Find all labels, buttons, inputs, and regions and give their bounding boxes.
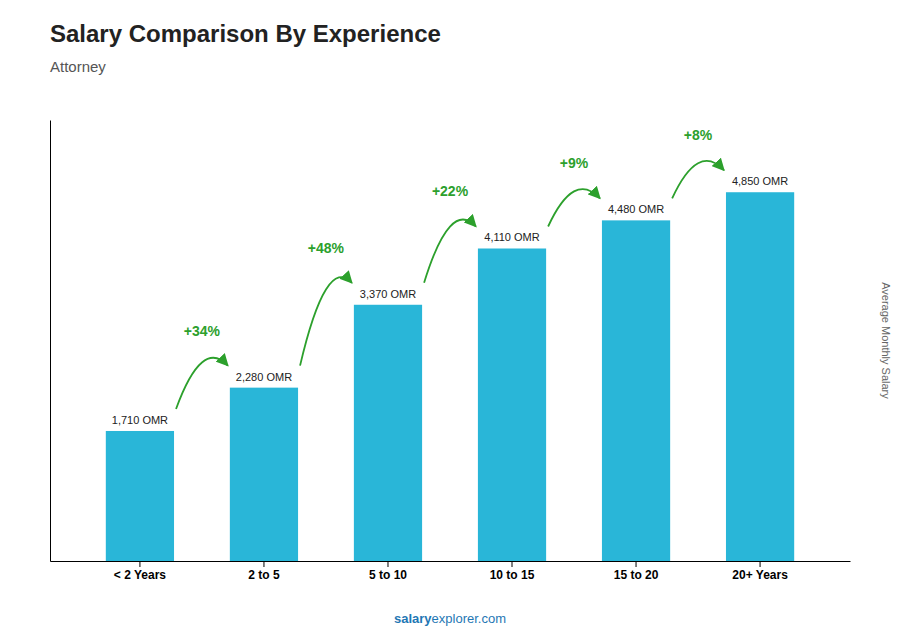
value-label: 4,110 OMR: [484, 231, 539, 243]
x-tick-label: 5 to 10: [369, 568, 407, 582]
x-tick-mark: [636, 561, 637, 567]
growth-label: +22%: [432, 183, 469, 199]
x-tick-mark: [760, 561, 761, 567]
growth-label: +48%: [308, 240, 345, 256]
value-labels: 1,710 OMR 2,280 OMR 3,370 OMR 4,110 OMR 4,48…: [112, 175, 788, 426]
growth-arrow: [300, 277, 352, 366]
plot: < 2 Years 2 to 5 5 to 10 10 to 15 15 to 20 20…: [51, 121, 851, 582]
growth-arrow: [672, 161, 724, 198]
value-label: 1,710 OMR: [112, 414, 168, 426]
annotations: +34% +48% +22% +9% +8%: [176, 127, 724, 409]
x-axis-line: [51, 561, 851, 562]
y-axis-line: [50, 121, 51, 562]
x-tick-label: 15 to 20: [614, 568, 659, 582]
bar: [602, 220, 670, 561]
x-tick-mark: [387, 561, 388, 567]
chart: < 2 Years 2 to 5 5 to 10 10 to 15 15 to 20 20…: [0, 0, 900, 641]
bar: [230, 388, 298, 561]
growth-label: +8%: [684, 127, 713, 143]
x-axis: < 2 Years 2 to 5 5 to 10 10 to 15 15 to 20 20…: [51, 561, 851, 582]
x-tick: 20+ Years: [732, 561, 788, 582]
x-tick: < 2 Years: [114, 561, 166, 582]
x-tick-mark: [139, 561, 140, 567]
growth-arrow: [424, 220, 476, 283]
value-label: 4,480 OMR: [608, 203, 664, 215]
x-tick-label: 2 to 5: [248, 568, 280, 582]
title: Salary Comparison By Experience: [50, 20, 441, 47]
value-label: 3,370 OMR: [360, 288, 416, 300]
bar: [354, 305, 422, 561]
growth-arrow: [548, 189, 600, 226]
y-axis: [50, 121, 51, 562]
y-axis-title: Average Monthly Salary: [880, 282, 892, 399]
x-tick-mark: [512, 561, 513, 567]
x-tick-label: 10 to 15: [490, 568, 535, 582]
watermark-part: salary: [394, 611, 432, 626]
watermark-part: explorer.com: [432, 611, 506, 626]
bar: [726, 192, 794, 561]
x-tick-label: 20+ Years: [732, 568, 788, 582]
value-label: 2,280 OMR: [236, 371, 292, 383]
subtitle: Attorney: [50, 58, 106, 75]
x-tick: 2 to 5: [248, 561, 280, 582]
growth-arrow: [176, 358, 228, 409]
bars: [106, 192, 794, 561]
watermark: salaryexplorer.com: [394, 611, 506, 626]
bar: [478, 248, 546, 561]
x-tick: 5 to 10: [369, 561, 407, 582]
x-tick-label: < 2 Years: [114, 568, 166, 582]
growth-label: +9%: [560, 155, 589, 171]
x-tick-mark: [263, 561, 264, 567]
x-tick: 10 to 15: [490, 561, 535, 582]
bar: [106, 431, 174, 561]
growth-label: +34%: [184, 323, 221, 339]
value-label: 4,850 OMR: [732, 175, 788, 187]
x-tick: 15 to 20: [614, 561, 659, 582]
